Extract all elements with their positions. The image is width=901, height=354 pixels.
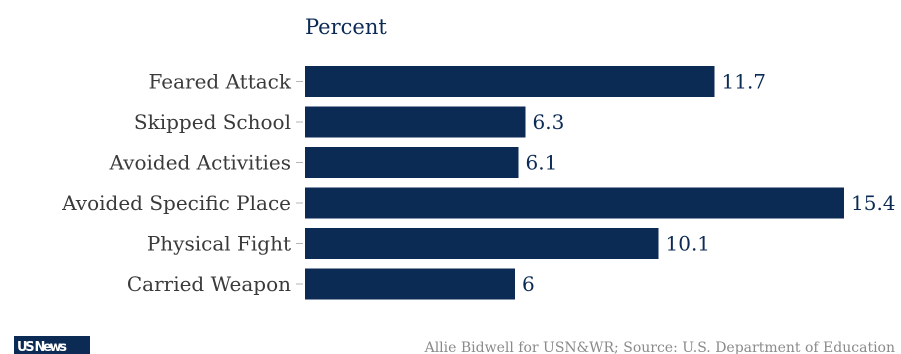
category-label-carried-weapon: Carried Weapon xyxy=(127,272,291,296)
category-label-feared-attack: Feared Attack xyxy=(148,70,291,94)
value-label-skipped-school: 6.3 xyxy=(533,110,565,134)
logo-text: US News xyxy=(17,340,67,354)
bar-feared-attack xyxy=(305,66,715,97)
source-note: Allie Bidwell for USN&WR; Source: U.S. D… xyxy=(424,340,895,354)
bars-group: Feared Attack 11.7 Skipped School 6.3 Avoide… xyxy=(61,66,896,300)
category-label-avoided-specific-place: Avoided Specific Place xyxy=(61,191,291,215)
usnews-logo: US News xyxy=(14,336,90,354)
bar-skipped-school xyxy=(305,106,526,138)
bar-physical-fight xyxy=(305,228,659,259)
bar-avoided-specific-place xyxy=(305,187,844,219)
value-label-carried-weapon: 6 xyxy=(522,272,535,296)
value-label-avoided-specific-place: 15.4 xyxy=(851,191,896,215)
category-label-skipped-school: Skipped School xyxy=(134,110,291,134)
category-label-physical-fight: Physical Fight xyxy=(147,232,291,256)
bar-carried-weapon xyxy=(305,268,515,300)
value-label-avoided-activities: 6.1 xyxy=(526,151,558,175)
bar-avoided-activities xyxy=(305,147,519,178)
unit-label: Percent xyxy=(305,15,387,39)
value-label-physical-fight: 10.1 xyxy=(666,232,711,256)
value-label-feared-attack: 11.7 xyxy=(722,70,767,94)
category-label-avoided-activities: Avoided Activities xyxy=(109,151,291,175)
